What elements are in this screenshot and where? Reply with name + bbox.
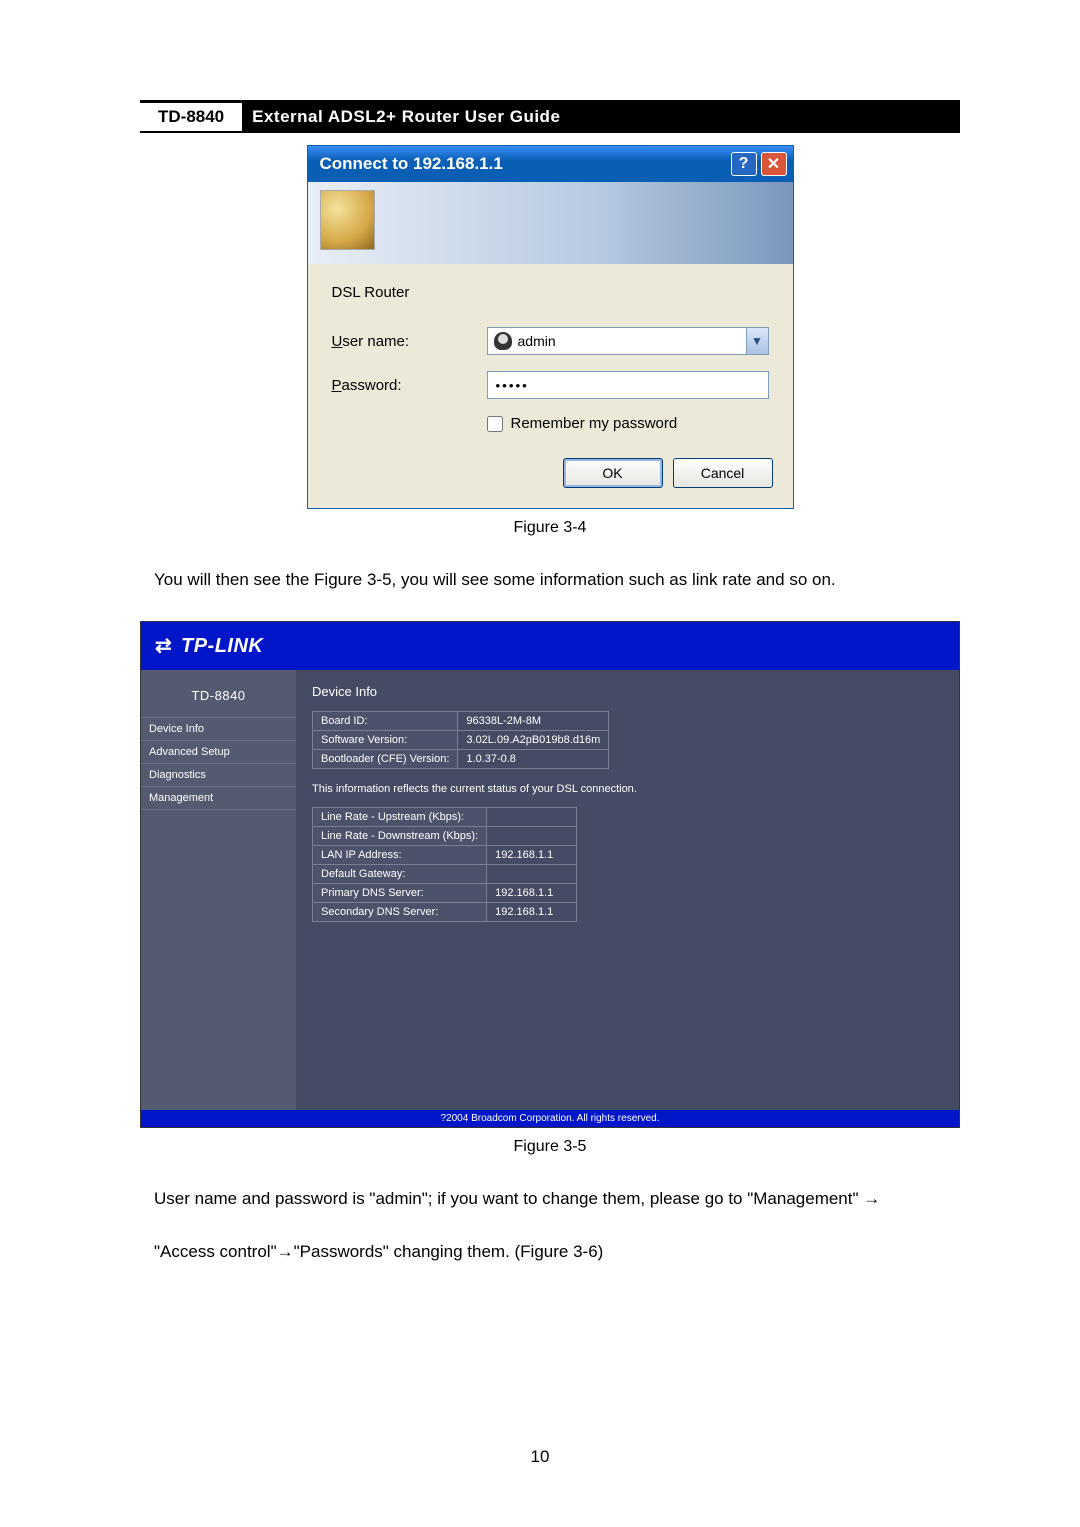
dialog-banner [308,182,793,264]
realm-label: DSL Router [332,284,769,301]
paragraph: "Access control"→"Passwords" changing th… [154,1239,946,1265]
model-label: TD-8840 [140,103,242,131]
dsl-status-table: Line Rate - Upstream (Kbps): Line Rate -… [312,807,577,922]
cancel-button[interactable]: Cancel [673,458,773,488]
help-icon[interactable]: ? [731,152,757,176]
router-sidebar: TD-8840 Device Info Advanced Setup Diagn… [141,670,296,1110]
table-row: Primary DNS Server:192.168.1.1 [313,883,577,902]
router-ui: TP-LINK TD-8840 Device Info Advanced Set… [140,621,960,1128]
paragraph: User name and password is "admin"; if yo… [154,1186,946,1212]
doc-header: TD-8840 External ADSL2+ Router User Guid… [140,100,960,133]
router-top: TP-LINK [141,622,959,670]
key-icon [320,190,375,250]
device-info-table: Board ID:96338L-2M-8M Software Version:3… [312,711,609,769]
sidebar-model: TD-8840 [141,680,296,718]
dialog-title: Connect to 192.168.1.1 [314,154,727,174]
chevron-down-icon[interactable]: ▼ [746,328,768,354]
router-content: Device Info Board ID:96338L-2M-8M Softwa… [296,670,959,1110]
remember-label: Remember my password [511,415,678,432]
paragraph: You will then see the Figure 3-5, you wi… [154,567,946,593]
table-row: Line Rate - Downstream (Kbps): [313,826,577,845]
page-number: 10 [0,1447,1080,1467]
sidebar-item-management[interactable]: Management [141,787,296,810]
doc-title: External ADSL2+ Router User Guide [242,103,960,131]
username-input[interactable]: admin ▼ [487,327,769,355]
figure-caption-3-4: Figure 3-4 [140,519,960,537]
table-row: Bootloader (CFE) Version:1.0.37-0.8 [313,749,609,768]
sidebar-item-diagnostics[interactable]: Diagnostics [141,764,296,787]
router-footer: ?2004 Broadcom Corporation. All rights r… [141,1110,959,1127]
brand-logo: TP-LINK [155,633,263,658]
ok-button[interactable]: OK [563,458,663,488]
username-value: admin [518,333,746,349]
remember-checkbox[interactable] [487,416,503,432]
close-icon[interactable]: ✕ [761,152,787,176]
user-icon [494,332,512,350]
login-dialog: Connect to 192.168.1.1 ? ✕ DSL Router Us… [307,145,794,509]
password-input[interactable] [487,371,769,399]
dialog-titlebar: Connect to 192.168.1.1 ? ✕ [308,146,793,182]
figure-caption-3-5: Figure 3-5 [140,1138,960,1156]
sidebar-item-device-info[interactable]: Device Info [141,718,296,741]
table-row: LAN IP Address:192.168.1.1 [313,845,577,864]
table-row: Board ID:96338L-2M-8M [313,711,609,730]
password-label: Password: [332,377,487,394]
table-row: Line Rate - Upstream (Kbps): [313,807,577,826]
status-desc: This information reflects the current st… [312,783,943,795]
table-row: Default Gateway: [313,864,577,883]
username-label: User name: [332,333,487,350]
table-row: Secondary DNS Server:192.168.1.1 [313,902,577,921]
page-title: Device Info [312,684,943,699]
sidebar-item-advanced-setup[interactable]: Advanced Setup [141,741,296,764]
table-row: Software Version:3.02L.09.A2pB019b8.d16m [313,730,609,749]
